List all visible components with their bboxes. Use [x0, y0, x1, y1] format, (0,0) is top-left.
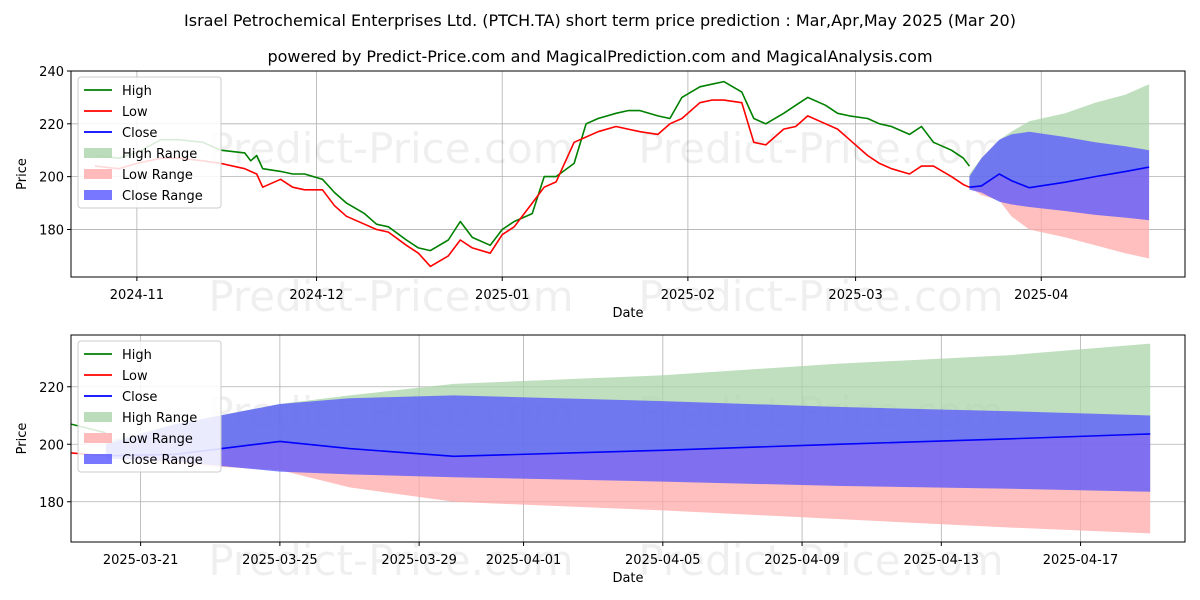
legend: High Low Close High Range Low Range Close Ran… — [77, 340, 222, 473]
x-tick-label: 2024-12 — [289, 288, 343, 303]
y-tick-label: 200 — [39, 438, 64, 453]
legend-label: Close Range — [122, 453, 203, 468]
legend-label: Close — [122, 390, 157, 405]
plot-area — [71, 343, 1151, 534]
watermark-text: Predict-Price.com — [638, 272, 1003, 321]
y-tick-label: 220 — [39, 381, 64, 396]
plot-area — [94, 80, 1150, 268]
x-tick-label: 2024-11 — [110, 288, 164, 303]
watermark-text: Predict-Price.com — [208, 272, 573, 321]
legend-label: High — [122, 348, 152, 363]
legend-label: Low — [122, 369, 148, 384]
watermark-text: Predict-Price.com — [208, 124, 573, 173]
low-series-line — [94, 99, 970, 268]
legend-swatch-high_range — [84, 148, 112, 158]
x-tick-label: 2025-03-29 — [381, 553, 457, 568]
y-tick-label: 220 — [39, 118, 64, 133]
y-axis-label: Price — [15, 158, 30, 190]
legend-box — [77, 76, 222, 209]
legend-swatch-close_range — [84, 454, 112, 464]
y-tick-label: 240 — [39, 65, 64, 80]
chart-title: Israel Petrochemical Enterprises Ltd. (P… — [184, 11, 1016, 30]
y-tick-label: 180 — [39, 223, 64, 238]
chart-subtitle: powered by Predict-Price.com and Magical… — [267, 47, 932, 66]
x-tick-label: 2025-04-05 — [625, 553, 701, 568]
legend-label: High — [122, 84, 152, 99]
close-range-area — [969, 131, 1150, 221]
watermark-text: Predict-Price.com — [638, 124, 1003, 173]
x-tick-label: 2025-04-13 — [904, 553, 980, 568]
plot-frame — [70, 70, 1186, 278]
plot-frame — [70, 334, 1186, 543]
x-tick-label: 2025-03-21 — [103, 553, 179, 568]
watermark-text: Predict-Price.com — [638, 536, 1003, 585]
x-axis-label: Date — [612, 306, 643, 321]
x-tick-label: 2025-04 — [1014, 288, 1068, 303]
legend-label: Close Range — [122, 189, 203, 204]
legend: High Low Close High Range Low Range Close Ran… — [77, 76, 222, 209]
legend-label: Low Range — [122, 168, 193, 183]
legend-swatch-low_range — [84, 169, 112, 179]
x-tick-label: 2025-04-09 — [764, 553, 840, 568]
legend-label: Close — [122, 126, 157, 141]
x-tick-label: 2025-02 — [661, 288, 715, 303]
x-axis-label: Date — [612, 571, 643, 586]
forecast-panel: Predict-Price.comPredict-Price.comPredic… — [15, 334, 1186, 586]
close-series-line — [969, 166, 1150, 189]
x-tick-label: 2025-03 — [828, 288, 882, 303]
legend-label: Low — [122, 105, 148, 120]
legend-label: High Range — [122, 411, 197, 426]
high-series-line — [94, 80, 971, 252]
legend-box — [77, 340, 222, 473]
close-range-area — [105, 395, 1151, 492]
y-axis-label: Price — [15, 423, 30, 455]
y-tick-label: 180 — [39, 496, 64, 511]
x-tick-label: 2025-04-17 — [1043, 553, 1119, 568]
legend-label: High Range — [122, 147, 197, 162]
x-tick-label: 2025-04-01 — [486, 553, 562, 568]
watermark-text: Predict-Price.com — [208, 536, 573, 585]
y-tick-label: 200 — [39, 171, 64, 186]
x-tick-label: 2025-03-25 — [242, 553, 318, 568]
x-tick-label: 2025-01 — [475, 288, 529, 303]
history-panel: Predict-Price.com Predict-Price.com Predic… — [15, 65, 1186, 321]
legend-swatch-high_range — [84, 412, 112, 422]
legend-swatch-close_range — [84, 190, 112, 200]
legend-swatch-low_range — [84, 433, 112, 443]
legend-label: Low Range — [122, 432, 193, 447]
